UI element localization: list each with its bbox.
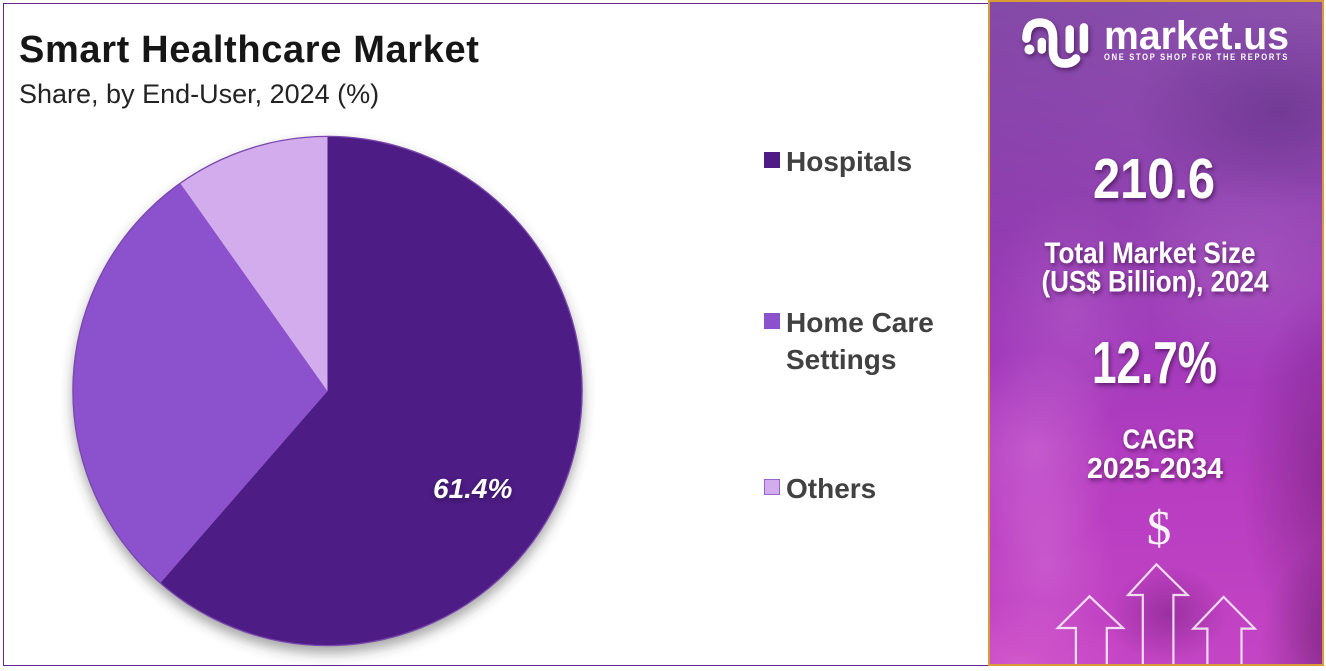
svg-text:2025-2034: 2025-2034 xyxy=(1087,453,1223,485)
svg-text:210.6: 210.6 xyxy=(1093,147,1215,211)
svg-text:$: $ xyxy=(1147,500,1172,555)
svg-text:market.us: market.us xyxy=(1104,14,1289,58)
svg-text:ONE STOP SHOP FOR THE REPORTS: ONE STOP SHOP FOR THE REPORTS xyxy=(1104,52,1289,62)
svg-text:(US$ Billion), 2024: (US$ Billion), 2024 xyxy=(1042,266,1269,299)
svg-text:Total Market Size: Total Market Size xyxy=(1045,237,1256,270)
svg-text:CAGR: CAGR xyxy=(1123,424,1195,455)
svg-text:12.7%: 12.7% xyxy=(1092,330,1217,396)
